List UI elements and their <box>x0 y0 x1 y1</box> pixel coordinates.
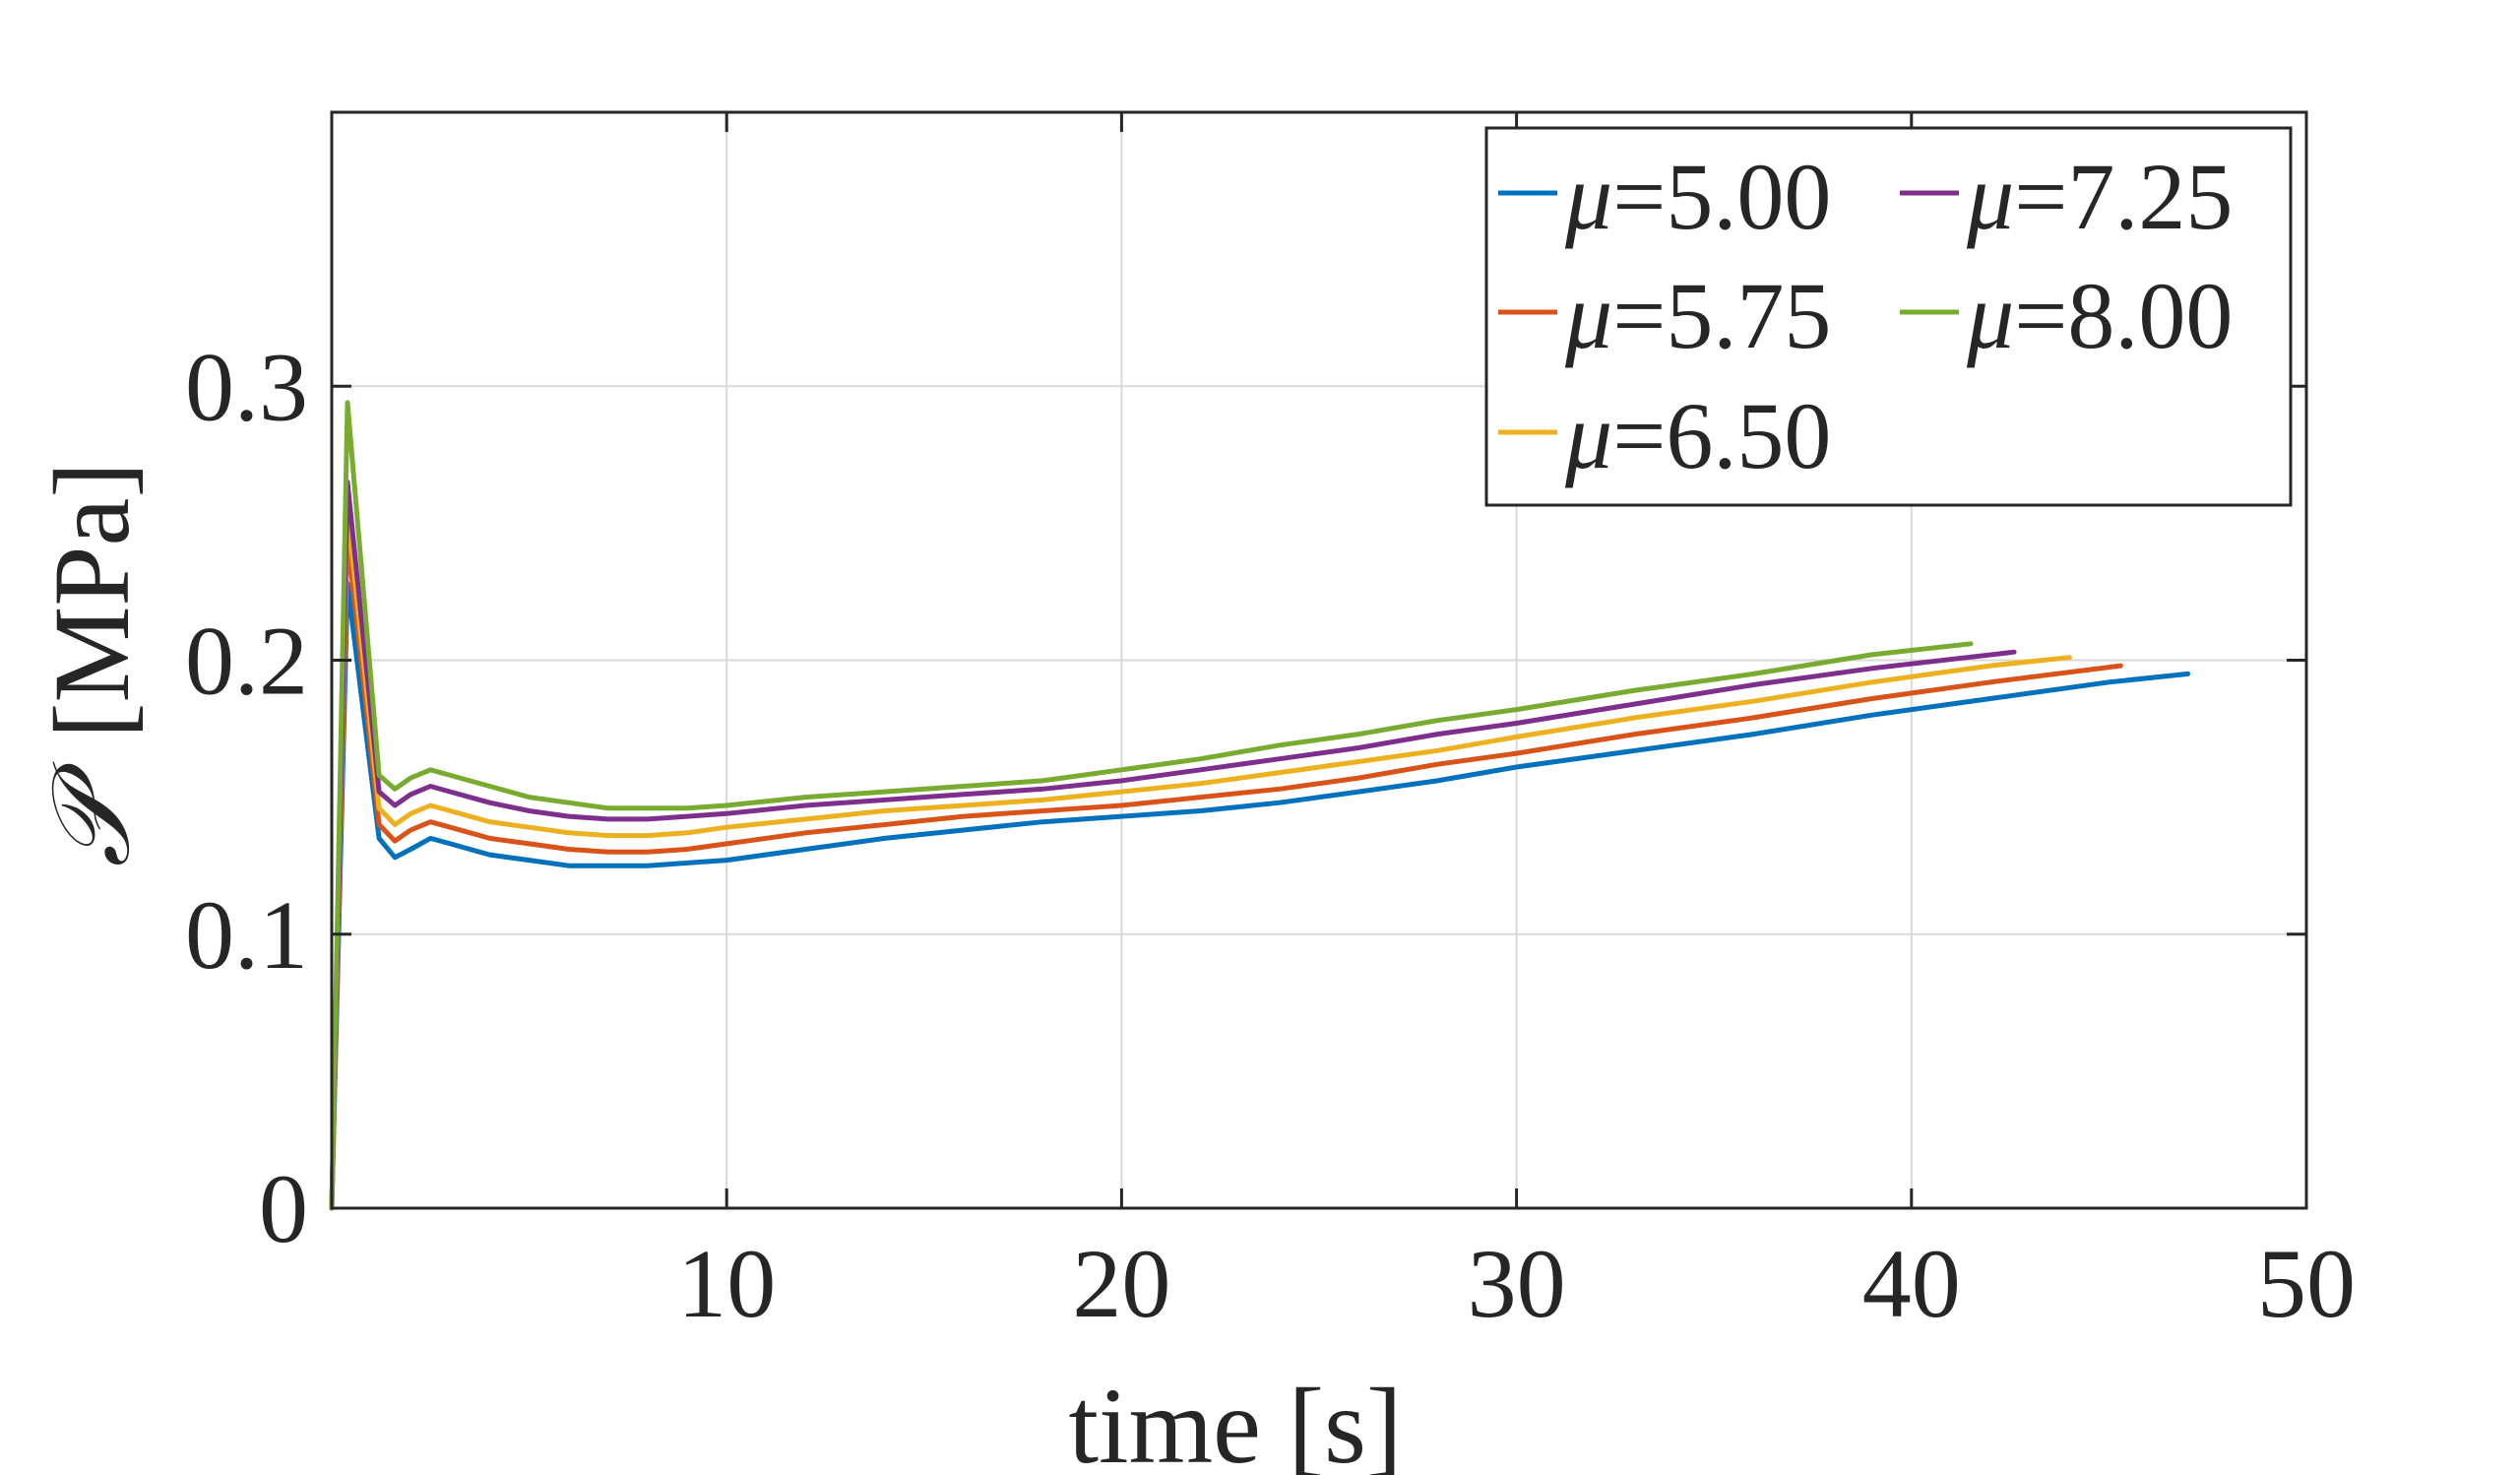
x-tick-label: 30 <box>1468 1229 1566 1338</box>
x-axis-title: time [s] <box>1068 1366 1402 1475</box>
legend-symbol: μ <box>1564 383 1612 488</box>
tick-marks <box>332 112 2308 1210</box>
x-tick-label: 10 <box>677 1229 776 1338</box>
legend-value: =6.50 <box>1612 383 1831 488</box>
series-line-5 <box>329 400 1974 1211</box>
series-line-3 <box>329 507 2072 1211</box>
legend-value: =8.00 <box>2014 263 2233 368</box>
legend-label: μ=5.00 <box>1564 144 1831 249</box>
legend-item: μ=6.50 <box>1498 383 1831 488</box>
svg-text:𝒫 [MPa]: 𝒫 [MPa] <box>32 462 152 867</box>
legend-label: μ=6.50 <box>1564 383 1831 488</box>
legend: μ=5.00 μ=7.25μ=5.75 μ=8.00μ=6.50 <box>1484 126 2293 507</box>
y-axis-symbol: 𝒫 <box>32 761 152 867</box>
legend-item: μ=8.00 <box>1900 263 2233 368</box>
x-tick-label: 40 <box>1862 1229 1961 1338</box>
y-axis-unit: [MPa] <box>32 462 152 738</box>
legend-item: μ=5.00 <box>1498 144 1831 249</box>
legend-value: =5.75 <box>1612 263 1831 368</box>
legend-label: μ=5.75 <box>1564 263 1831 368</box>
y-tick-labels: 0 0.1 0.2 0.3 <box>185 332 308 1263</box>
series-line-4 <box>329 480 2017 1211</box>
legend-item: μ=7.25 <box>1900 144 2233 249</box>
x-tick-label: 50 <box>2257 1229 2356 1338</box>
legend-box <box>1484 126 2293 507</box>
y-tick-label: 0.3 <box>185 332 308 441</box>
x-tick-label: 20 <box>1072 1229 1170 1338</box>
y-tick-label: 0.1 <box>185 880 308 990</box>
legend-value: =5.00 <box>1612 144 1831 249</box>
legend-symbol: μ <box>1966 263 2014 368</box>
y-tick-label: 0 <box>259 1154 308 1263</box>
legend-symbol: μ <box>1564 263 1612 368</box>
series-layer <box>329 400 2191 1211</box>
series-line-2 <box>329 534 2123 1211</box>
y-axis-title: 𝒫 [MPa] <box>32 462 152 867</box>
y-tick-label: 0.2 <box>185 607 308 716</box>
legend-symbol: μ <box>1564 144 1612 249</box>
legend-label: μ=7.25 <box>1966 144 2233 249</box>
legend-item: μ=5.75 <box>1498 263 1831 368</box>
legend-value: =7.25 <box>2014 144 2233 249</box>
x-tick-labels: 10 20 30 40 50 <box>677 1229 2356 1338</box>
legend-label: μ=8.00 <box>1966 263 2233 368</box>
series-line-1 <box>329 581 2191 1211</box>
legend-symbol: μ <box>1966 144 2014 249</box>
